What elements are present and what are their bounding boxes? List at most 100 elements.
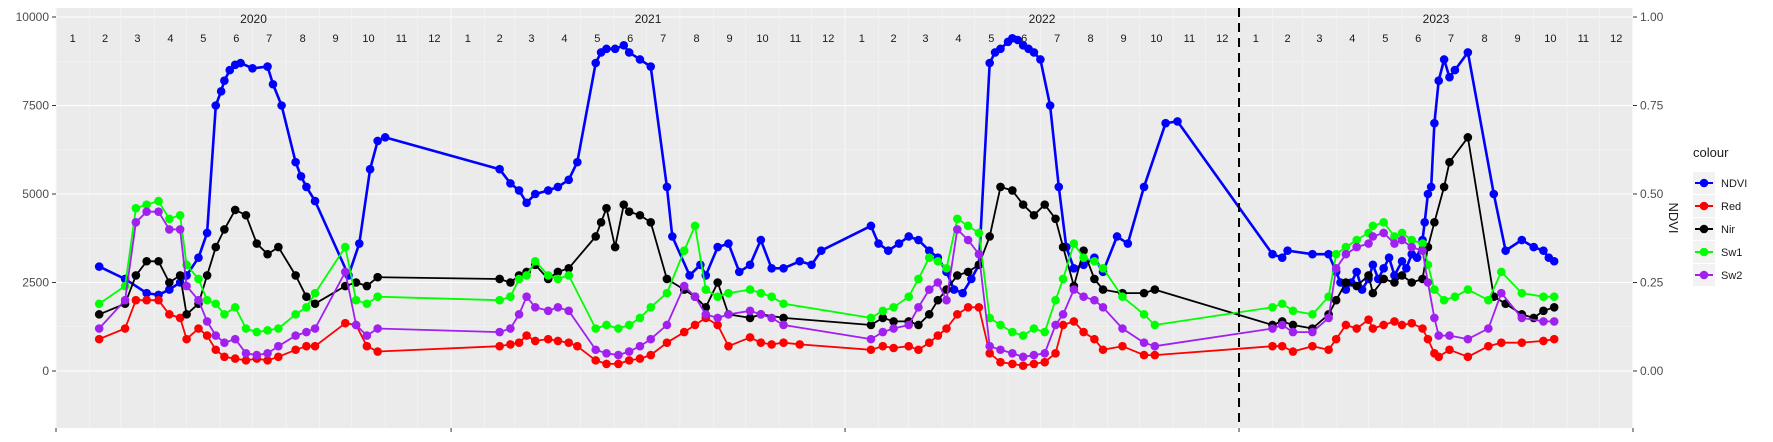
data-point-sw1 — [1463, 285, 1473, 294]
data-point-ndvi — [522, 198, 531, 208]
data-point-red — [1069, 317, 1079, 326]
data-point-red — [194, 324, 203, 333]
data-point-sw2 — [933, 278, 943, 287]
data-point-sw2 — [530, 302, 540, 312]
data-point-nir — [506, 278, 515, 287]
data-point-sw2 — [1324, 313, 1333, 323]
data-point-sw1 — [624, 320, 634, 330]
data-point-ndvi — [1517, 235, 1527, 245]
month-label: 7 — [266, 33, 272, 45]
data-point-ndvi — [610, 44, 620, 54]
data-point-sw1 — [1090, 256, 1099, 266]
data-point-ndvi — [924, 246, 934, 255]
data-point-nir — [610, 242, 620, 252]
data-point-ndvi — [1352, 267, 1361, 277]
data-point-sw1 — [252, 327, 262, 337]
data-point-sw2 — [252, 350, 262, 360]
data-point-nir — [1040, 200, 1050, 209]
data-point-sw1 — [779, 299, 788, 309]
data-point-red — [241, 356, 251, 365]
data-point-nir — [1150, 285, 1160, 294]
data-point-nir — [779, 313, 788, 323]
data-point-nir — [553, 267, 563, 277]
data-point-ndvi — [506, 179, 515, 188]
month-label: 9 — [1120, 33, 1126, 45]
data-point-red — [779, 338, 788, 347]
data-point-sw2 — [1463, 334, 1473, 344]
data-point-red — [1008, 359, 1017, 369]
data-point-sw2 — [1268, 324, 1277, 333]
month-label: 8 — [300, 33, 306, 45]
data-point-red — [1407, 318, 1417, 328]
data-point-red — [1484, 341, 1493, 351]
data-point-sw1 — [1018, 331, 1028, 340]
data-point-sw1 — [662, 288, 672, 298]
data-point-sw2 — [220, 338, 229, 347]
data-point-red — [120, 324, 130, 333]
data-point-nir — [591, 232, 600, 241]
month-label: 4 — [1349, 33, 1355, 45]
month-label: 3 — [1316, 33, 1322, 45]
data-point-nir — [662, 274, 672, 284]
right-axis-tick-label: 0.50 — [1640, 187, 1664, 201]
data-point-red — [646, 350, 656, 360]
data-point-ndvi — [1069, 264, 1079, 273]
month-label: 2 — [1285, 33, 1291, 45]
data-point-nir — [713, 278, 722, 287]
month-label: 5 — [200, 33, 206, 45]
data-point-sw1 — [1051, 295, 1060, 305]
data-point-nir — [914, 320, 923, 330]
data-point-nir — [1539, 306, 1548, 316]
data-point-nir — [142, 256, 151, 266]
data-point-sw1 — [889, 302, 898, 312]
data-point-ndvi — [1368, 260, 1378, 270]
month-label: 1 — [859, 33, 865, 45]
data-point-ndvi — [996, 44, 1005, 54]
data-point-ndvi — [194, 253, 203, 263]
data-point-red — [362, 341, 372, 351]
data-point-sw2 — [1352, 242, 1361, 252]
data-point-red — [952, 310, 962, 319]
data-point-ndvi — [94, 262, 104, 271]
data-point-red — [1150, 350, 1160, 360]
data-point-red — [914, 345, 923, 355]
month-label: 2 — [497, 33, 503, 45]
data-point-red — [635, 354, 645, 363]
data-point-red — [1331, 334, 1341, 344]
data-point-sw2 — [690, 292, 700, 301]
data-point-red — [591, 356, 600, 365]
month-label: 12 — [1610, 33, 1622, 45]
data-point-red — [1058, 320, 1068, 330]
data-point-nir — [165, 278, 174, 287]
data-point-red — [543, 334, 553, 344]
data-point-red — [1368, 324, 1378, 333]
data-point-ndvi — [724, 239, 733, 248]
data-point-nir — [202, 271, 212, 280]
data-point-ndvi — [1549, 256, 1559, 266]
data-point-sw2 — [985, 341, 994, 351]
data-point-red — [713, 320, 722, 330]
data-point-sw1 — [340, 242, 350, 252]
data-point-sw1 — [713, 292, 722, 301]
data-point-nir — [131, 271, 141, 280]
data-point-sw2 — [373, 324, 382, 333]
data-point-red — [724, 341, 733, 351]
data-point-sw1 — [165, 214, 174, 224]
data-point-sw2 — [701, 310, 711, 319]
data-point-nir — [1058, 242, 1068, 252]
data-point-ndvi — [807, 260, 816, 270]
data-point-ndvi — [380, 133, 390, 142]
right-y-axis: 0.00 0.25 0.50 0.75 1.00 — [1633, 10, 1664, 378]
data-point-red — [889, 343, 898, 353]
data-point-sw1 — [963, 221, 973, 231]
data-point-nir — [351, 278, 361, 287]
data-point-sw2 — [756, 310, 766, 319]
data-point-ndvi — [236, 58, 245, 68]
data-point-red — [1423, 334, 1433, 344]
data-point-red — [795, 340, 805, 349]
month-label: 2 — [891, 33, 897, 45]
data-point-red — [614, 359, 623, 369]
data-point-sw2 — [94, 324, 104, 333]
data-point-red — [340, 318, 350, 328]
data-point-sw1 — [952, 214, 962, 224]
